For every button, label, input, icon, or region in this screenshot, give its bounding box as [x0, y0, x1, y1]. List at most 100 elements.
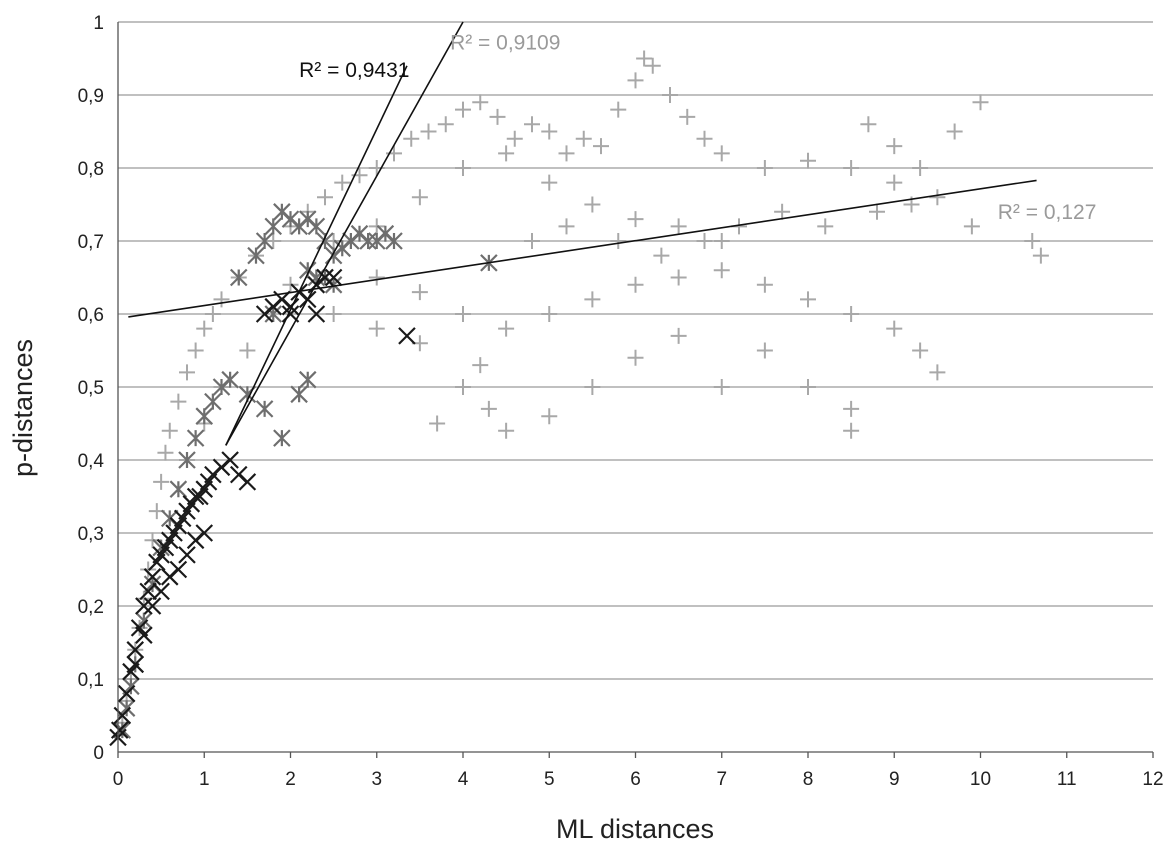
data-point: [221, 451, 239, 469]
data-point: [644, 57, 661, 74]
data-point: [204, 306, 221, 322]
data-point: [886, 174, 903, 191]
y-tick-label: 0: [93, 743, 104, 764]
trendlines: [128, 21, 1037, 446]
data-point: [963, 218, 980, 235]
data-point: [221, 370, 239, 389]
data-point: [290, 385, 308, 404]
data-point: [281, 297, 300, 316]
data-point: [610, 233, 627, 249]
data-point: [886, 320, 903, 337]
series-star-points: [113, 203, 498, 739]
data-point: [139, 582, 157, 601]
x-tick-label: 7: [716, 769, 727, 790]
data-point: [455, 379, 471, 395]
x-tick-label: 0: [113, 769, 124, 790]
trendline: [128, 179, 1037, 318]
data-point: [843, 400, 860, 417]
data-point: [187, 342, 204, 359]
data-point: [506, 130, 523, 147]
data-point: [113, 706, 132, 725]
data-point: [541, 408, 558, 425]
data-point: [307, 305, 326, 323]
data-point: [541, 174, 558, 191]
data-point: [178, 451, 196, 469]
data-point: [1024, 233, 1041, 249]
data-point: [247, 246, 265, 265]
data-point: [160, 568, 179, 586]
data-point: [584, 379, 601, 395]
data-point: [480, 400, 497, 417]
data-point: [135, 597, 153, 615]
data-point: [679, 108, 696, 125]
data-point: [157, 444, 174, 461]
x-tick-label: 5: [544, 769, 555, 790]
data-point: [255, 400, 274, 418]
y-tick-label: 0,1: [78, 670, 104, 691]
data-point: [713, 379, 730, 395]
data-point: [946, 123, 963, 140]
data-point: [324, 268, 343, 287]
data-point: [455, 160, 471, 176]
data-point: [195, 407, 214, 425]
data-point: [179, 364, 195, 381]
y-tick-label: 0,8: [78, 159, 104, 180]
data-point: [368, 269, 385, 286]
data-point: [541, 123, 558, 140]
data-point: [800, 379, 816, 395]
r2-label: R² = 0,127: [998, 201, 1097, 224]
trendline: [225, 65, 408, 446]
data-point: [843, 306, 860, 322]
data-point: [670, 327, 687, 344]
x-tick-label: 12: [1142, 769, 1163, 790]
data-point: [334, 174, 351, 191]
trendline: [225, 21, 464, 446]
data-point: [386, 145, 402, 162]
data-point: [178, 546, 196, 564]
data-point: [368, 160, 385, 176]
x-tick-label: 10: [970, 769, 991, 790]
x-tick-label: 1: [199, 769, 210, 790]
data-point: [455, 306, 471, 322]
x-tick-label: 8: [803, 769, 814, 790]
data-point: [627, 211, 644, 228]
data-point: [437, 116, 454, 133]
y-tick-label: 0,2: [78, 597, 104, 618]
data-point: [153, 473, 170, 490]
data-point: [170, 393, 187, 410]
data-point: [110, 721, 129, 739]
series-plus-points: [114, 50, 1049, 731]
data-point: [385, 232, 403, 250]
data-point: [317, 189, 333, 206]
data-point: [255, 232, 274, 250]
x-tick-label: 2: [285, 769, 296, 790]
data-point: [117, 684, 136, 703]
data-point: [636, 50, 653, 67]
data-point: [756, 342, 773, 359]
data-point: [696, 130, 713, 147]
data-point: [239, 342, 256, 359]
data-point: [843, 422, 860, 439]
data-point: [161, 422, 178, 439]
x-tick-label: 11: [1057, 769, 1077, 790]
data-point: [713, 145, 730, 162]
data-point: [472, 94, 489, 111]
data-point: [627, 349, 644, 366]
data-point: [627, 276, 644, 293]
data-point: [912, 342, 929, 359]
y-tick-label: 0,3: [78, 524, 104, 545]
axes: [117, 22, 1154, 758]
data-point: [929, 364, 946, 381]
data-point: [411, 284, 428, 301]
data-point: [135, 626, 153, 644]
data-point: [929, 189, 946, 206]
y-axis-title: p-distances: [8, 339, 38, 477]
y-tick-label: 1: [93, 13, 104, 34]
data-point: [524, 233, 540, 249]
data-point: [238, 473, 257, 491]
y-tick-label: 0,4: [78, 451, 105, 472]
data-point: [403, 130, 420, 147]
y-tick-labels: 0 0,1 0,2 0,3 0,4 0,5 0,6 0,7 0,8 0,9 1: [78, 13, 105, 764]
data-point: [774, 203, 791, 220]
data-point: [696, 233, 713, 249]
